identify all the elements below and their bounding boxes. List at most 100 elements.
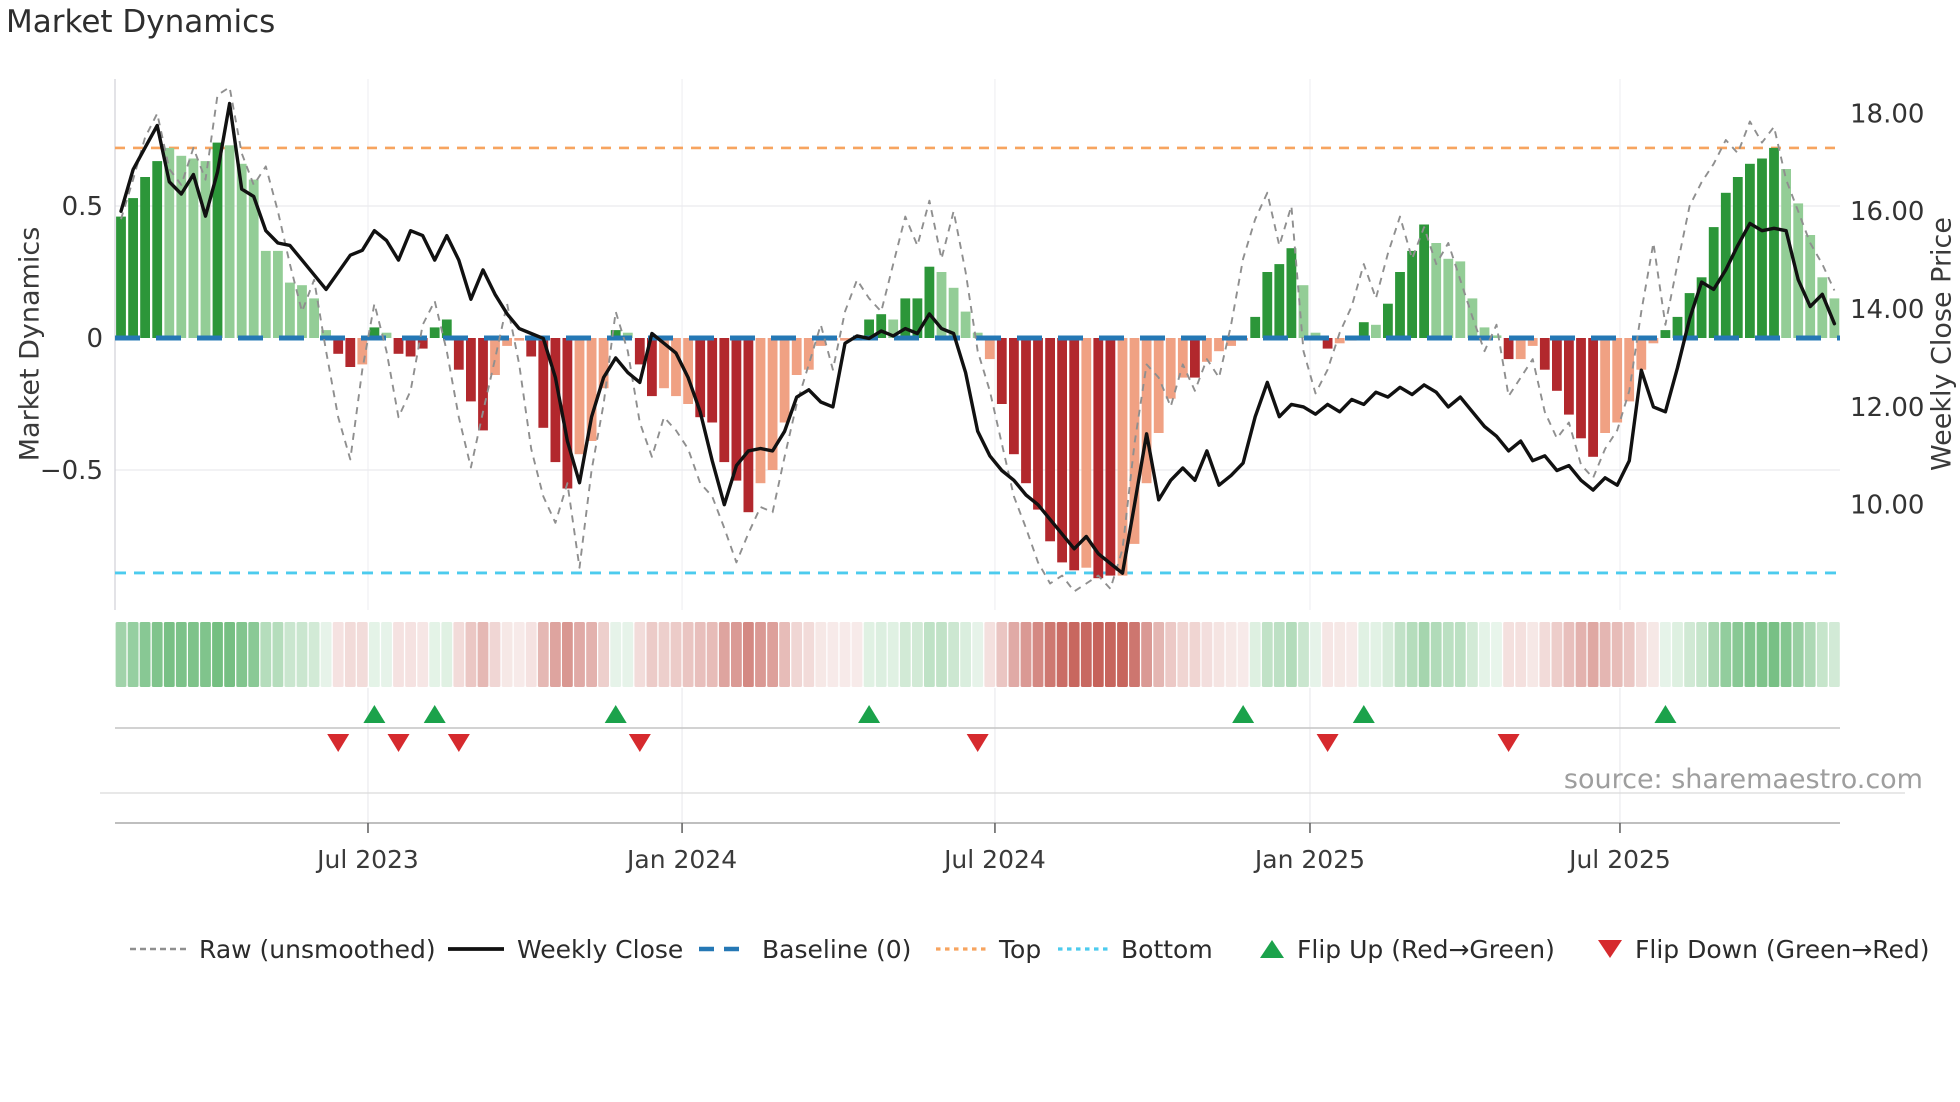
oscillator-bar: [647, 338, 657, 397]
right-axis-title: Weekly Close Price: [1927, 217, 1960, 471]
raw-line-sample-icon: [130, 947, 186, 951]
oscillator-bar: [1262, 272, 1273, 338]
oscillator-bar: [550, 338, 561, 463]
heatmap-cell: [1635, 622, 1647, 687]
heatmap-cell: [188, 622, 199, 687]
legend-label: Flip Down (Green→Red): [1635, 934, 1930, 964]
oscillator-bar: [1226, 338, 1236, 346]
right-axis-tick-label: 16.00: [1850, 197, 1924, 227]
oscillator-bar: [417, 338, 428, 349]
heatmap-cell: [1237, 622, 1249, 687]
heatmap-cell: [1370, 622, 1382, 687]
oscillator-bar: [634, 338, 645, 365]
flip-up-marker: [1352, 705, 1375, 723]
heatmap-cell: [1334, 622, 1346, 687]
oscillator-bar: [1491, 335, 1502, 338]
heatmap-cell: [912, 622, 923, 687]
heatmap-cell: [1056, 622, 1068, 687]
oscillator-bar: [441, 319, 452, 338]
heatmap-cell: [1503, 622, 1514, 687]
heatmap-cell: [1298, 622, 1309, 687]
oscillator-bar: [1660, 330, 1671, 338]
heatmap-cell: [1672, 622, 1683, 687]
oscillator-bar: [840, 338, 850, 341]
heatmap-cell: [525, 622, 537, 687]
oscillator-bar: [948, 287, 959, 338]
weekly-close-price-line: [119, 101, 1837, 575]
oscillator-bar: [695, 338, 706, 418]
heatmap-cell: [441, 622, 453, 687]
oscillator-bar: [755, 338, 766, 484]
heatmap-cell: [1068, 622, 1080, 687]
oscillator-bar: [1371, 324, 1381, 338]
oscillator-bar: [478, 338, 488, 431]
oscillator-bar: [1383, 303, 1393, 338]
heatmap-cell: [1310, 622, 1321, 687]
heatmap-cell: [863, 622, 875, 687]
heatmap-cell: [1587, 622, 1599, 687]
heatmap-cell: [1153, 622, 1165, 687]
legend-item-baseline: Baseline (0): [697, 932, 911, 966]
heatmap-cell: [537, 622, 549, 687]
heatmap-cell: [1418, 622, 1430, 687]
oscillator-bar: [1069, 338, 1080, 571]
oscillator-bar: [502, 338, 512, 346]
oscillator-bar: [453, 338, 464, 370]
heatmap-cell: [1660, 622, 1671, 687]
oscillator-bar: [1093, 338, 1104, 579]
oscillator-bar: [659, 338, 669, 389]
legend-item-top: Top: [934, 932, 1041, 966]
heatmap-cell: [1732, 622, 1744, 687]
oscillator-bar: [1141, 338, 1152, 484]
oscillator-bar: [707, 338, 718, 423]
heatmap-cell: [1527, 622, 1539, 687]
flip-down-marker: [1497, 734, 1520, 752]
flip-up-marker: [604, 705, 627, 723]
oscillator-bar: [405, 338, 416, 357]
heatmap-cell: [284, 622, 296, 687]
heatmap-cell: [755, 622, 766, 687]
flip-down-marker: [387, 734, 410, 752]
right-axis-tick-label: 18.00: [1850, 99, 1924, 129]
heatmap-cell: [1768, 622, 1780, 687]
heatmap-cell: [1141, 622, 1152, 687]
heatmap-cell: [175, 622, 187, 687]
oscillator-bar: [1045, 338, 1055, 542]
baseline-sample-icon: [699, 946, 749, 952]
flip-down-marker: [447, 734, 470, 752]
oscillator-bar: [1781, 169, 1791, 338]
oscillator-bar: [610, 330, 621, 338]
heatmap-cell: [296, 622, 308, 687]
flip-down-triangle-icon: [1598, 940, 1622, 958]
oscillator-bar: [1696, 277, 1707, 338]
heatmap-cell: [960, 622, 971, 687]
oscillator-bar: [345, 338, 356, 367]
oscillator-bar: [1358, 322, 1369, 338]
oscillator-bar: [1407, 250, 1417, 338]
oscillator-bar: [369, 327, 380, 338]
oscillator-bar: [164, 147, 175, 338]
legend-label: Baseline (0): [762, 934, 912, 964]
heatmap-cell: [996, 622, 1008, 687]
heatmap-cell: [791, 622, 803, 687]
oscillator-bar: [574, 338, 585, 455]
oscillator-bar: [815, 338, 826, 346]
heatmap-cell: [1599, 622, 1611, 687]
oscillator-bar: [1177, 338, 1188, 378]
left-axis-title-text: Market Dynamics: [14, 226, 46, 462]
oscillator-bar: [1395, 272, 1405, 338]
oscillator-bar: [1021, 338, 1031, 484]
oscillator-bar: [1033, 338, 1043, 510]
oscillator-bar: [429, 327, 440, 338]
legend-item-raw: Raw (unsmoothed): [128, 932, 436, 966]
heatmap-cell: [115, 622, 127, 687]
oscillator-bar: [1274, 264, 1285, 338]
flip-up-marker: [363, 705, 386, 723]
oscillator-bar: [309, 298, 319, 338]
heatmap-cell: [453, 622, 465, 687]
oscillator-bar: [490, 338, 500, 375]
heatmap-cell: [574, 622, 585, 687]
legend-label: Weekly Close: [517, 934, 684, 964]
heatmap-cell: [887, 622, 899, 687]
